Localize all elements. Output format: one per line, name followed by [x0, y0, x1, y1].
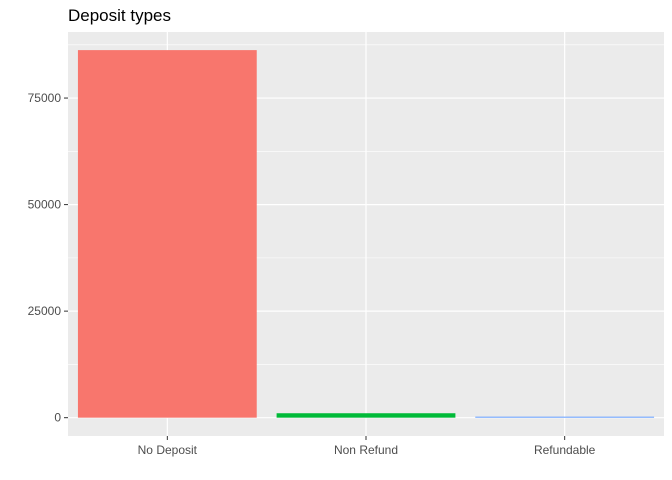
x-axis: No Deposit Non Refund Refundable: [138, 436, 596, 457]
y-tick-label: 25000: [28, 304, 62, 318]
y-axis: 0 25000 50000 75000: [28, 91, 68, 425]
bar-non-refund: [276, 413, 456, 418]
x-tick-label: Non Refund: [334, 443, 398, 457]
x-tick-label: Refundable: [534, 443, 596, 457]
bar-no-deposit: [77, 50, 257, 418]
y-tick-label: 75000: [28, 91, 62, 105]
y-tick-label: 0: [54, 411, 61, 425]
bars: [77, 50, 655, 418]
chart-title: Deposit types: [68, 6, 171, 25]
x-tick-label: No Deposit: [138, 443, 198, 457]
bar-refundable: [475, 416, 655, 418]
y-tick-label: 50000: [28, 198, 62, 212]
